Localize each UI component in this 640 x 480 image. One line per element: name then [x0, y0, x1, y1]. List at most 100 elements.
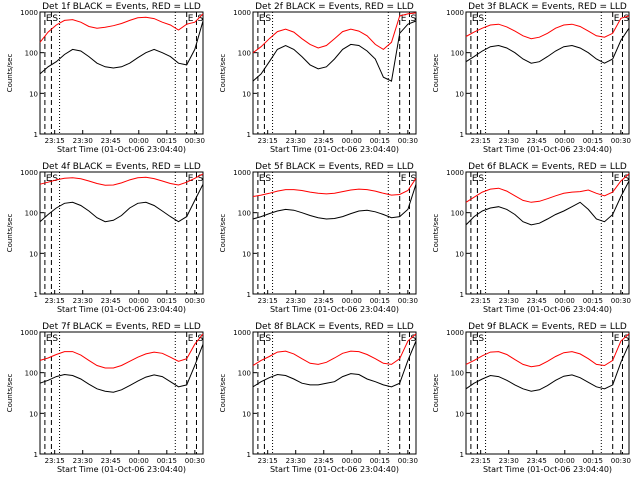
y-tick-label: 1000: [20, 329, 38, 337]
y-tick-label: 10: [29, 90, 38, 98]
x-axis-label: Start Time (01-Oct-06 23:04:40): [270, 465, 399, 474]
y-axis-label: Counts/sec: [219, 374, 227, 413]
chart-title: Det 5f BLACK = Events, RED = LLD: [255, 162, 414, 172]
x-tick-label: 23:45: [527, 457, 547, 465]
x-tick-label: 23:30: [499, 297, 519, 305]
x-tick-label: 23:30: [73, 457, 93, 465]
y-tick-label: 10: [29, 250, 38, 258]
event-marker-label: E: [259, 334, 265, 344]
x-tick-label: 00:15: [370, 137, 390, 145]
x-tick-label: 23:15: [471, 137, 491, 145]
x-tick-label: 23:15: [258, 297, 278, 305]
x-tick-label: 23:45: [101, 457, 121, 465]
series-line-lld: [252, 333, 417, 366]
x-tick-label: 00:00: [555, 457, 575, 465]
event-marker-label: S: [265, 174, 271, 184]
event-marker-label: E: [46, 14, 52, 24]
event-marker-label: S: [623, 334, 629, 344]
plot-frame: [39, 11, 204, 135]
series-line-lld: [252, 178, 417, 197]
y-tick-label: 100: [25, 210, 38, 218]
x-tick-label: 23:30: [499, 457, 519, 465]
chart-panel: Det 6f BLACK = Events, RED = LLD 1 10 100 10…: [432, 162, 631, 314]
event-marker-label: E: [46, 334, 52, 344]
plot-frame: [252, 171, 417, 295]
event-marker-label: E: [401, 334, 407, 344]
y-tick-label: 100: [238, 50, 251, 58]
chart-title: Det 3f BLACK = Events, RED = LLD: [468, 2, 627, 12]
x-tick-label: 23:45: [314, 137, 334, 145]
event-marker-label: S: [410, 334, 416, 344]
x-tick-label: 00:30: [185, 297, 205, 305]
chart-panel: Det 5f BLACK = Events, RED = LLD 1 10 100 10…: [219, 162, 418, 314]
chart-title: Det 2f BLACK = Events, RED = LLD: [255, 2, 414, 12]
x-tick-label: 23:15: [258, 457, 278, 465]
x-tick-label: 00:15: [583, 297, 603, 305]
x-tick-label: 00:15: [157, 297, 177, 305]
x-tick-label: 00:00: [129, 297, 149, 305]
chart-panel: Det 1f BLACK = Events, RED = LLD 1 10 100 10…: [6, 2, 205, 154]
event-marker-label: E: [188, 14, 194, 24]
x-tick-label: 00:30: [398, 297, 418, 305]
plot-frame: [465, 171, 630, 295]
event-marker-label: E: [401, 174, 407, 184]
x-tick-label: 23:30: [73, 297, 93, 305]
series-line-events: [252, 184, 417, 220]
plot-frame: [465, 11, 630, 135]
series-line-events: [39, 20, 204, 75]
x-tick-label: 00:00: [129, 137, 149, 145]
y-tick-label: 100: [451, 210, 464, 218]
x-tick-label: 00:30: [611, 137, 631, 145]
series-line-events: [39, 344, 204, 393]
chart-panel: Det 7f BLACK = Events, RED = LLD 1 10 100 10…: [6, 322, 205, 474]
y-axis-label: Counts/sec: [6, 54, 14, 93]
series-line-events: [252, 20, 417, 82]
event-marker-label: S: [197, 14, 203, 24]
x-axis-label: Start Time (01-Oct-06 23:04:40): [57, 305, 186, 314]
y-axis-label: Counts/sec: [6, 374, 14, 413]
chart-panel: Det 2f BLACK = Events, RED = LLD 1 10 100 10…: [219, 2, 418, 154]
x-tick-label: 00:00: [555, 297, 575, 305]
plot-frame: [39, 331, 204, 455]
y-tick-label: 10: [455, 410, 464, 418]
y-tick-label: 1000: [233, 329, 251, 337]
y-axis-label: Counts/sec: [6, 214, 14, 253]
event-marker-label: E: [472, 14, 478, 24]
x-tick-label: 00:15: [370, 297, 390, 305]
y-tick-label: 10: [455, 250, 464, 258]
event-marker-label: E: [472, 174, 478, 184]
y-axis-label: Counts/sec: [432, 54, 440, 93]
series-line-events: [39, 183, 204, 223]
x-tick-label: 23:30: [499, 137, 519, 145]
x-axis-label: Start Time (01-Oct-06 23:04:40): [57, 145, 186, 154]
y-tick-label: 1000: [20, 169, 38, 177]
event-marker-label: E: [259, 174, 265, 184]
x-tick-label: 23:15: [471, 457, 491, 465]
x-tick-label: 00:30: [398, 137, 418, 145]
plot-frame: [252, 331, 417, 455]
y-tick-label: 1000: [233, 169, 251, 177]
y-tick-label: 1000: [446, 329, 464, 337]
y-tick-label: 10: [242, 90, 251, 98]
series-line-lld: [252, 12, 417, 54]
chart-panel: Det 3f BLACK = Events, RED = LLD 1 10 100 10…: [432, 2, 631, 154]
event-marker-label: S: [410, 174, 416, 184]
x-tick-label: 00:15: [583, 137, 603, 145]
event-marker-label: S: [265, 334, 271, 344]
event-marker-label: S: [410, 14, 416, 24]
event-marker-label: E: [472, 334, 478, 344]
chart-title: Det 6f BLACK = Events, RED = LLD: [468, 162, 627, 172]
x-tick-label: 00:00: [342, 137, 362, 145]
chart-title: Det 1f BLACK = Events, RED = LLD: [42, 2, 201, 12]
y-tick-label: 1: [247, 131, 251, 139]
x-tick-label: 00:15: [370, 457, 390, 465]
x-tick-label: 00:30: [611, 297, 631, 305]
x-tick-label: 23:30: [73, 137, 93, 145]
x-tick-label: 00:30: [398, 457, 418, 465]
event-marker-label: S: [265, 14, 271, 24]
y-tick-label: 1000: [20, 9, 38, 17]
y-axis-label: Counts/sec: [432, 214, 440, 253]
y-tick-label: 10: [29, 410, 38, 418]
series-line-lld: [465, 333, 630, 368]
